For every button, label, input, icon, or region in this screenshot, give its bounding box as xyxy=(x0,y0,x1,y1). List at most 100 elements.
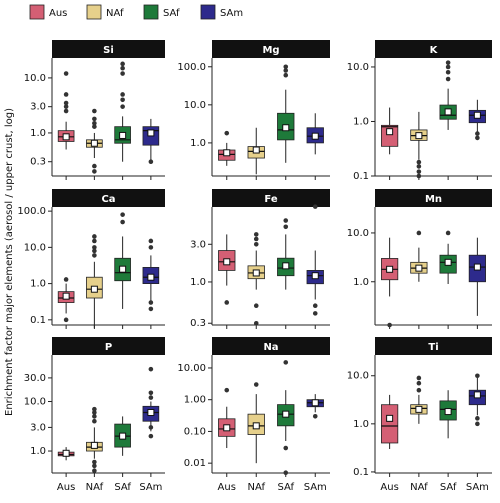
outlier xyxy=(92,253,97,258)
outlier xyxy=(148,306,154,312)
mean xyxy=(311,272,319,280)
legend-label: SAm xyxy=(220,8,243,19)
mean xyxy=(386,128,394,136)
panel-title: Si xyxy=(103,45,114,56)
outlier xyxy=(148,159,154,165)
outlier xyxy=(416,380,422,386)
outlier xyxy=(148,300,154,305)
outlier xyxy=(416,164,422,169)
panel-strip xyxy=(212,337,330,355)
outlier xyxy=(475,416,480,421)
legend-swatch xyxy=(200,4,216,20)
mean xyxy=(473,111,481,119)
outlier xyxy=(92,163,97,169)
outlier xyxy=(63,277,69,282)
x-tick-label: SAf xyxy=(277,482,294,493)
outlier xyxy=(63,100,69,106)
outlier xyxy=(120,61,125,67)
outlier xyxy=(92,463,97,469)
mean xyxy=(90,139,98,147)
outlier xyxy=(120,104,125,109)
mean xyxy=(147,273,155,281)
mean xyxy=(444,108,452,116)
y-tick-label: 1.0 xyxy=(353,116,369,127)
mean xyxy=(119,265,127,273)
outlier xyxy=(92,414,97,419)
outlier xyxy=(445,69,451,75)
y-tick-label: 1.0 xyxy=(30,446,46,457)
outlier xyxy=(253,303,259,309)
y-tick-label: 30.0 xyxy=(24,373,46,384)
outlier xyxy=(416,173,422,179)
y-tick-label: 0.1 xyxy=(353,467,369,478)
outlier xyxy=(92,406,97,412)
outlier xyxy=(475,373,480,379)
outlier xyxy=(92,410,97,415)
y-tick-label: 1.00 xyxy=(184,395,206,406)
outlier xyxy=(148,245,154,250)
outlier xyxy=(63,71,69,76)
x-tick-label: Aus xyxy=(380,482,398,493)
outlier xyxy=(63,92,69,97)
y-tick-label: 0.01 xyxy=(184,458,206,469)
y-tick-label: 1.0 xyxy=(190,277,206,288)
mean xyxy=(90,285,98,293)
outlier xyxy=(283,470,289,476)
outlier xyxy=(92,418,97,424)
outlier xyxy=(224,300,230,305)
outlier xyxy=(312,413,318,419)
x-tick-label: SAf xyxy=(440,482,457,493)
outlier xyxy=(148,238,154,244)
outlier xyxy=(387,322,392,328)
panel-strip xyxy=(375,337,492,355)
outlier xyxy=(416,169,422,174)
outlier xyxy=(92,245,97,250)
x-tick-label: SAm xyxy=(304,482,327,493)
outlier xyxy=(92,234,97,239)
mean xyxy=(223,258,231,266)
outlier xyxy=(92,116,97,122)
y-tick-label: 3.0 xyxy=(30,102,46,113)
legend-label: Aus xyxy=(49,8,67,19)
mean xyxy=(252,269,260,277)
panel-title: Ti xyxy=(428,342,438,353)
y-axis-label: Enrichment factor major elements (aeroso… xyxy=(4,108,15,416)
outlier xyxy=(283,445,289,451)
outlier xyxy=(416,159,422,165)
outlier xyxy=(120,219,125,225)
y-tick-label: 10.0 xyxy=(347,371,369,382)
outlier xyxy=(224,387,230,393)
outlier xyxy=(416,387,422,393)
outlier xyxy=(283,64,289,70)
panel-strip xyxy=(52,189,165,207)
y-tick-label: 10.0 xyxy=(24,73,46,84)
outlier xyxy=(416,230,422,236)
outlier xyxy=(92,238,97,244)
x-tick-label: Aus xyxy=(57,482,75,493)
y-tick-label: 10.00 xyxy=(177,363,206,374)
outlier xyxy=(92,108,97,114)
y-tick-label: 1.0 xyxy=(190,138,206,149)
mean xyxy=(223,424,231,432)
panel-title: Mn xyxy=(425,194,442,205)
panel-title: Mg xyxy=(262,45,279,56)
mean xyxy=(473,263,481,271)
mean xyxy=(62,449,70,457)
outlier xyxy=(416,375,422,381)
panel-title: Ca xyxy=(101,194,115,205)
outlier xyxy=(253,232,259,237)
panel-strip xyxy=(52,337,165,355)
outlier xyxy=(92,124,97,129)
mean xyxy=(252,146,260,154)
outlier xyxy=(312,303,318,309)
mean xyxy=(282,262,290,270)
mean xyxy=(386,265,394,273)
mean xyxy=(147,409,155,417)
x-tick-label: NAf xyxy=(248,482,266,493)
outlier xyxy=(283,360,289,365)
outlier xyxy=(120,71,125,76)
outlier xyxy=(283,224,289,230)
y-tick-label: 10.0 xyxy=(347,228,369,239)
y-tick-label: 3.0 xyxy=(190,239,206,250)
mean xyxy=(282,410,290,418)
